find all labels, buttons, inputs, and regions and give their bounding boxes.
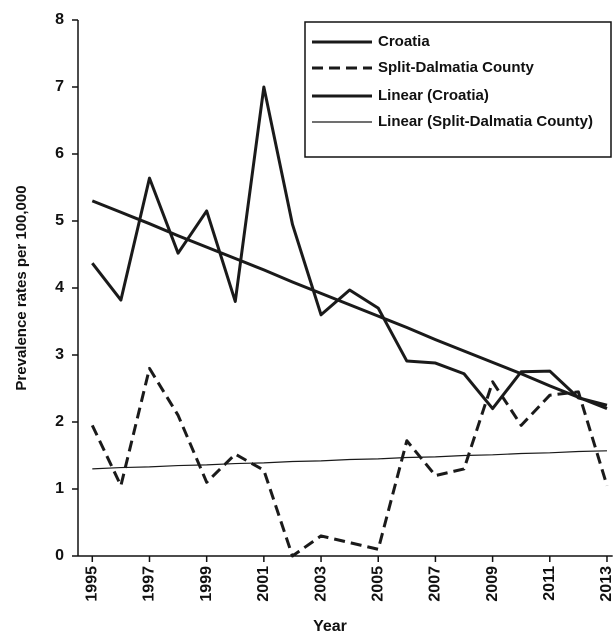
y-tick-label: 6 bbox=[55, 145, 64, 162]
y-tick-label: 0 bbox=[55, 547, 64, 564]
legend: Croatia Split-Dalmatia County Linear (Croa… bbox=[304, 21, 612, 158]
x-tick-label: 1997 bbox=[141, 566, 158, 602]
series-line bbox=[91, 85, 608, 411]
legend-entry: Linear (Croatia) bbox=[378, 87, 489, 104]
x-tick-label: 2005 bbox=[369, 566, 386, 602]
legend-entry: Croatia bbox=[378, 33, 430, 50]
y-tick-label: 4 bbox=[55, 279, 64, 296]
x-tick-label: 2009 bbox=[484, 566, 501, 602]
y-axis-label: Prevalence rates per 100,000 bbox=[13, 185, 30, 390]
legend-label: Croatia bbox=[378, 33, 430, 50]
y-tick-label: 3 bbox=[55, 346, 64, 363]
x-tick-label: 1999 bbox=[198, 566, 215, 602]
x-tick-label: 2001 bbox=[255, 566, 272, 602]
series-line bbox=[92, 450, 607, 470]
legend-entry: Linear (Split-Dalmatia County) bbox=[378, 113, 594, 130]
series-line bbox=[90, 366, 609, 558]
legend-box bbox=[304, 21, 612, 158]
x-tick-label: 2011 bbox=[541, 566, 558, 601]
y-tick-label: 1 bbox=[55, 480, 64, 497]
legend-entry: Split-Dalmatia County bbox=[378, 59, 534, 76]
y-tick-label: 7 bbox=[55, 78, 64, 95]
x-tick-label: 2007 bbox=[427, 566, 444, 602]
legend-label: Linear (Split-Dalmatia County) bbox=[378, 113, 594, 130]
y-tick-label: 8 bbox=[55, 11, 64, 28]
series-line bbox=[91, 199, 608, 410]
x-tick-label: 2003 bbox=[312, 566, 329, 602]
y-tick-label: 2 bbox=[55, 413, 64, 430]
x-tick-label: 2013 bbox=[598, 566, 615, 602]
legend-label: Linear (Croatia) bbox=[378, 87, 489, 104]
y-tick-label: 5 bbox=[55, 212, 64, 229]
x-axis-label: Year bbox=[313, 618, 347, 635]
x-tick-label: 1995 bbox=[84, 566, 101, 602]
legend-label: Split-Dalmatia County bbox=[378, 59, 534, 76]
